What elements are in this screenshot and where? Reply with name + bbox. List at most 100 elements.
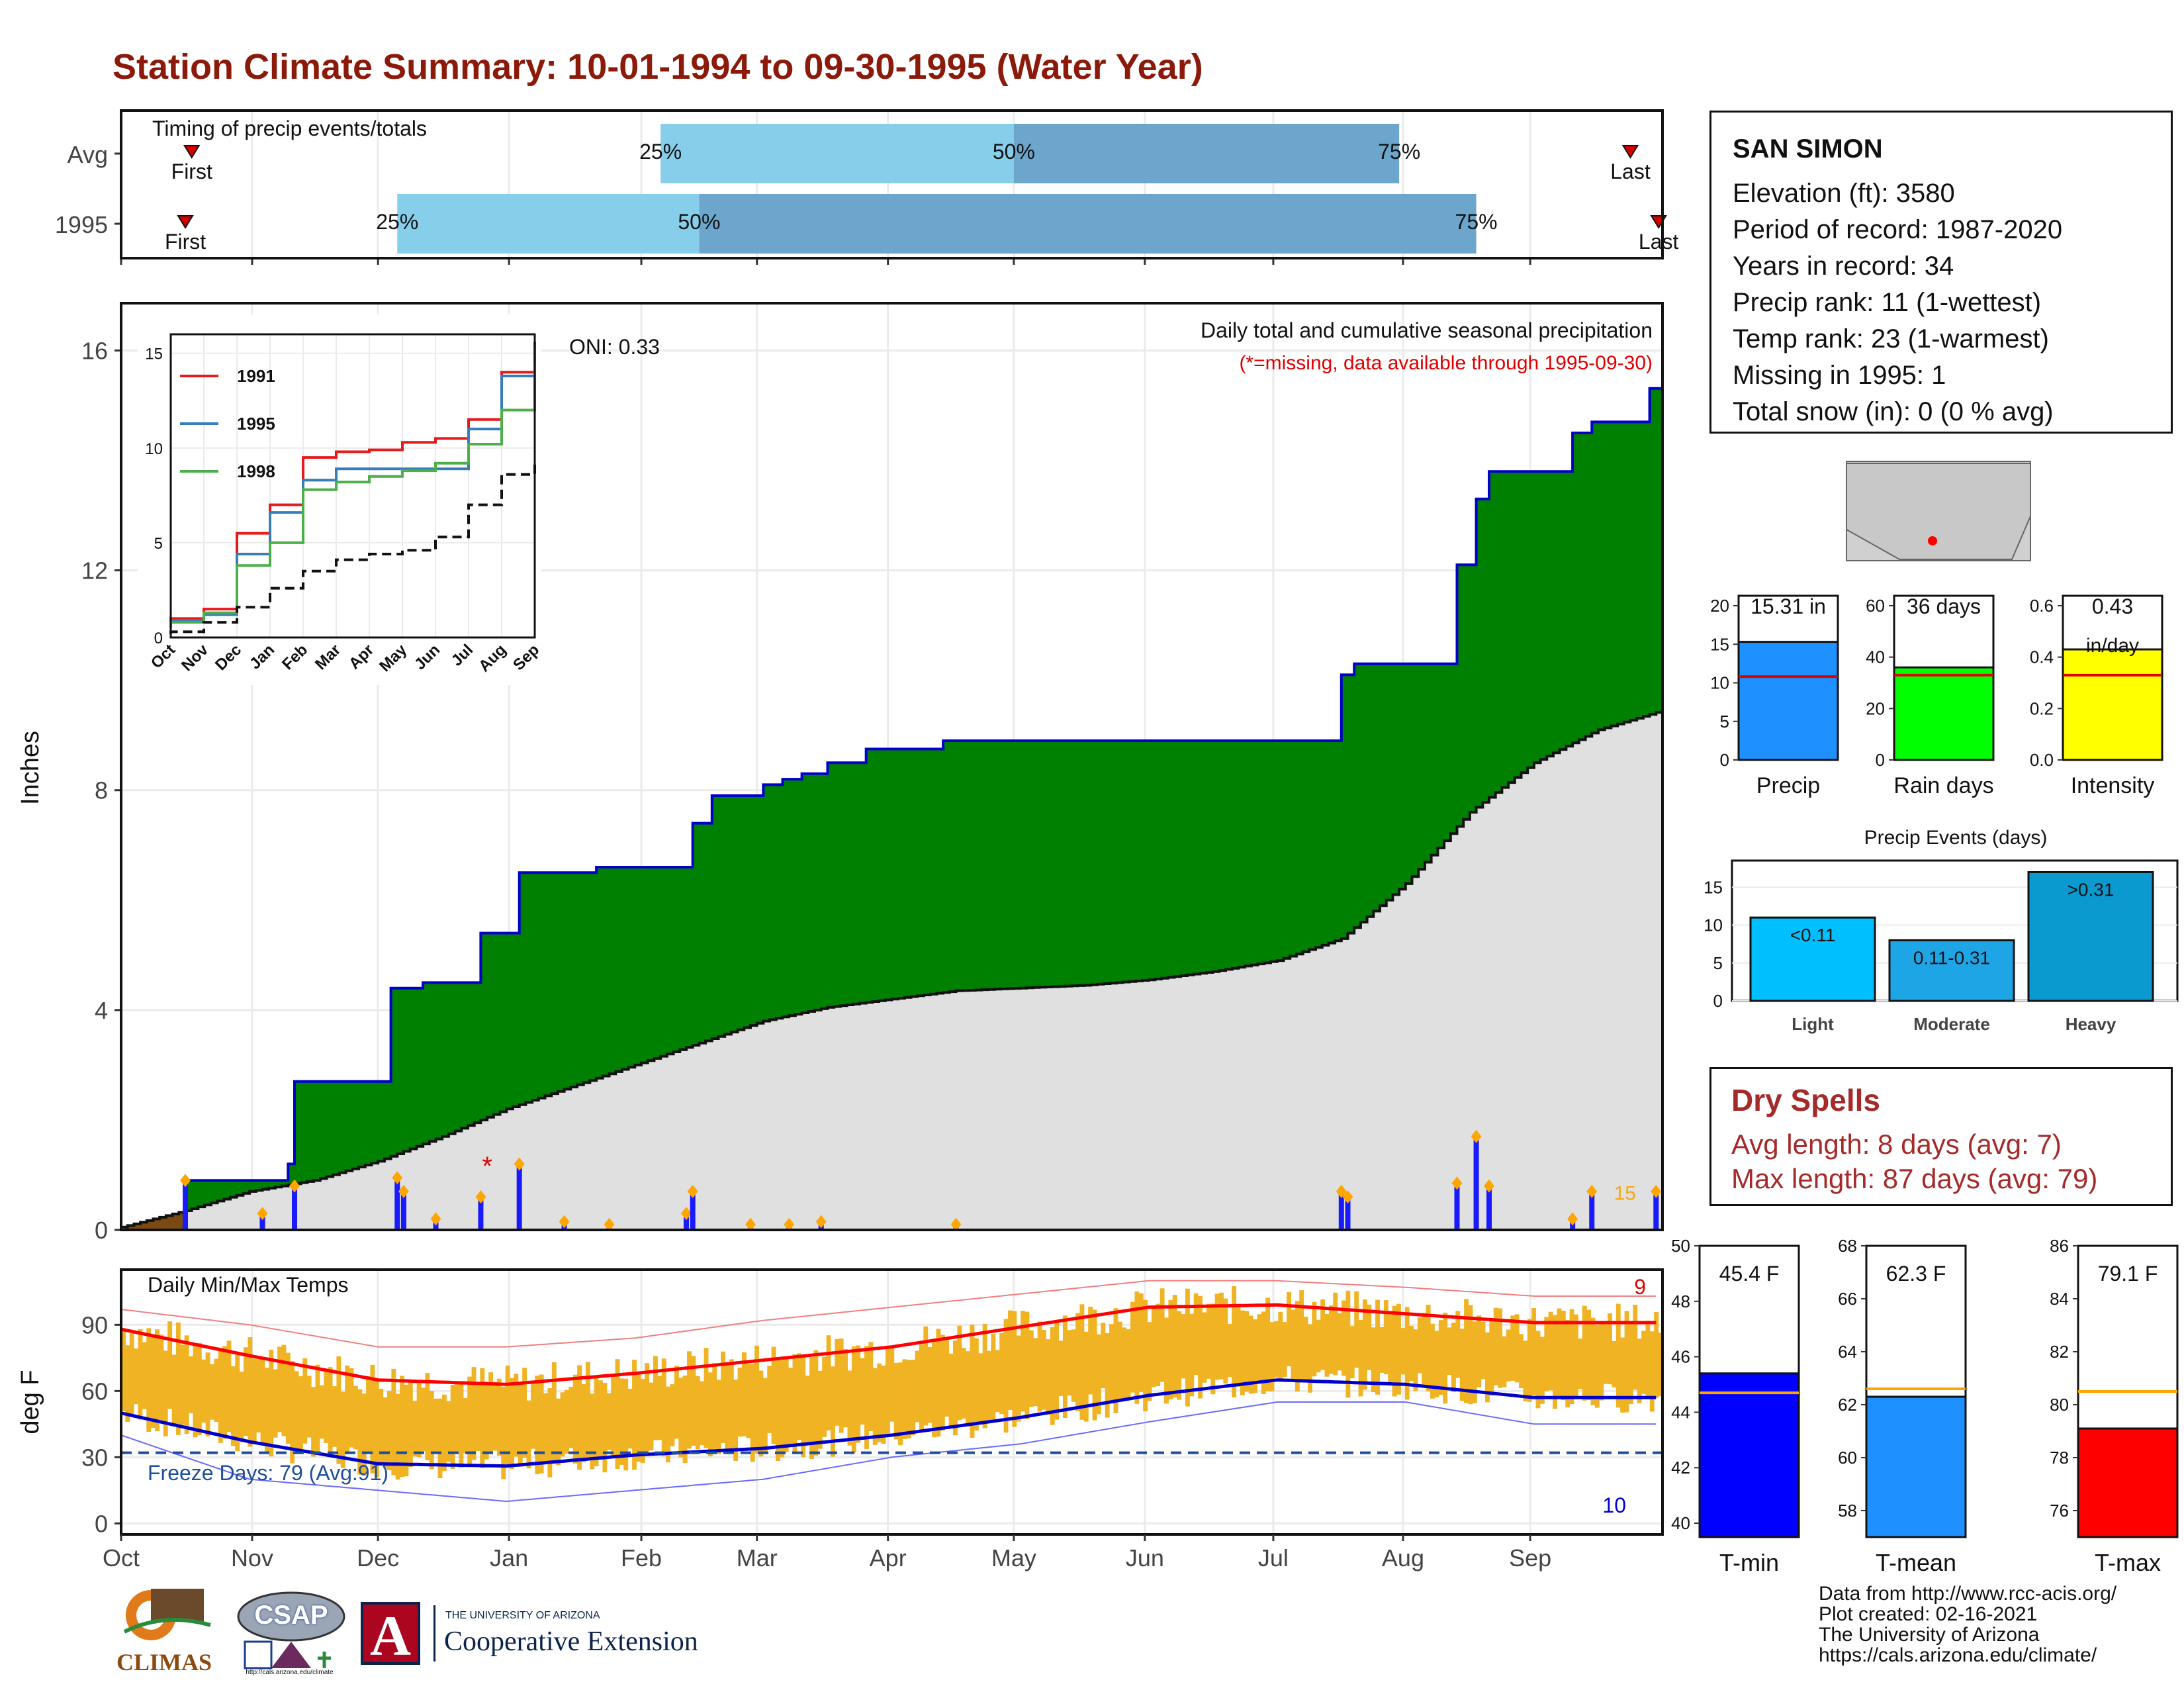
temp-daily-range-bar [1455,1311,1461,1378]
events-bar-label: <0.11 [1790,925,1836,945]
temp-daily-range-bar [134,1348,139,1405]
temp-stat-tick-label: 40 [1671,1513,1690,1533]
temp-daily-range-bar [492,1382,498,1451]
station-temp-rank: Temp rank: 23 (1-warmest) [1733,324,2049,353]
temp-stat-tick-label: 84 [2050,1289,2069,1309]
timing-first-label: First [171,160,212,183]
temp-daily-range-bar [691,1356,696,1446]
temp-daily-range-bar [1464,1299,1469,1403]
temp-daily-range-bar [1392,1305,1397,1397]
temp-daily-range-bar [822,1356,827,1437]
precip-y-tick-label: 4 [95,997,108,1024]
temp-daily-range-bar [784,1358,789,1452]
inset-y-tick-label: 15 [145,346,163,363]
temp-daily-range-bar [970,1324,975,1438]
temp-daily-range-bar [1383,1299,1388,1375]
inset-line-1998 [169,362,536,629]
precip-y-tick-label: 8 [95,777,108,804]
temp-daily-range-bar [792,1354,797,1454]
temp-daily-range-bar [475,1385,480,1452]
temp-freeze-label: Freeze Days: 79 (Avg:91) [148,1461,388,1485]
timing-p25-label: 25% [639,140,682,164]
temp-daily-range-bar [1214,1293,1220,1380]
temp-daily-range-bar [615,1359,620,1469]
temp-daily-range-bar [649,1382,654,1450]
precip-y-tick-label: 12 [81,557,108,585]
temp-record-high-count: 9 [1634,1275,1646,1299]
ua-big-text: Cooperative Extension [444,1626,698,1657]
temp-daily-range-bar [1345,1290,1351,1398]
temp-daily-range-bar [488,1372,494,1453]
temp-stat-tick-label: 46 [1671,1347,1690,1367]
precip-average-line [121,710,1664,1229]
temp-daily-range-bar [737,1368,743,1437]
temp-daily-range-bar [1105,1333,1110,1418]
temp-daily-range-bar [496,1378,502,1456]
temp-daily-range-bar [767,1366,772,1434]
temp-daily-range-bar [602,1383,608,1473]
precip-event-point [514,1157,525,1171]
temp-daily-range-bar [387,1391,392,1471]
temp-stat-tick-label: 82 [2050,1342,2069,1362]
temp-daily-range-bar [1299,1290,1304,1380]
temp-daily-range-bar [1523,1340,1528,1401]
temp-daily-range-bar [175,1322,181,1435]
temp-daily-range-bar [666,1386,671,1463]
temp-daily-range-bar [1134,1291,1140,1404]
precip-stat-bar [1893,666,1995,761]
temp-daily-range-bar [619,1378,624,1465]
temp-daily-range-bar [184,1335,189,1434]
events-bar [1888,939,2015,1002]
precip-event-point [604,1217,615,1231]
temp-daily-range-bar [1388,1313,1393,1383]
temp-daily-range-bar [1079,1304,1085,1420]
temp-daily-range-bar [932,1342,936,1438]
temp-daily-range-bar [1287,1291,1291,1366]
inset-frame [169,333,536,639]
station-precip-rank: Precip rank: 11 (1-wettest) [1733,288,2042,317]
precip-y-tick-label: 16 [81,337,108,364]
temp-daily-range-bar [936,1329,941,1437]
temp-daily-range-bar [1480,1321,1486,1380]
temp-daily-range-bar [1236,1307,1241,1387]
temp-daily-range-bar [721,1351,725,1443]
station-name: SAN SIMON [1733,134,1883,164]
temp-daily-range-bar [754,1345,760,1454]
temp-daily-range-bar [1375,1299,1380,1395]
temp-daily-range-bar [1608,1313,1612,1385]
temp-daily-range-bar [1358,1319,1363,1397]
temp-daily-range-bar [1354,1291,1359,1368]
timing-p50-label: 50% [993,140,1035,164]
month-tick-label: May [991,1544,1036,1571]
temp-daily-range-bar [522,1368,527,1458]
precip-event-point [1471,1129,1482,1143]
temp-daily-range-bar [214,1358,219,1423]
credits: Data from http://www.rcc-acis.org/ Plot … [1819,1583,2116,1665]
temp-daily-range-bar [674,1366,679,1439]
events-tick-label: 0 [1713,991,1723,1011]
precip-stat-tick-label: 15 [1710,634,1729,654]
temp-daily-range-bar [1177,1311,1182,1400]
temp-daily-range-bar [1612,1340,1617,1387]
temp-daily-range-bar [1058,1340,1064,1397]
temp-daily-range-bar [251,1358,257,1442]
timing-bar-late [1013,124,1400,183]
temp-daily-range-bar [927,1346,933,1423]
temp-daily-range-bar [1130,1301,1135,1393]
temp-daily-range-bar [860,1358,865,1425]
temp-daily-range-bar [189,1356,193,1413]
ua-small-text: THE UNIVERSITY OF ARIZONA [445,1610,600,1621]
precip-daily-bar [690,1191,696,1230]
temp-daily-range-bar [1615,1303,1621,1408]
temp-daily-range-bar [530,1383,535,1449]
precip-stat-tick-label: 0 [1720,750,1729,770]
temp-daily-range-bar [142,1342,147,1409]
temp-daily-range-bar [260,1360,265,1446]
temp-daily-range-bar [1071,1329,1076,1402]
temp-daily-range-bar [556,1398,561,1466]
temp-daily-range-bar [966,1351,971,1427]
precip-stat-value-unit: in/day [2086,635,2139,657]
events-bar-label: >0.31 [2068,879,2115,900]
precip-stat-value-label: 0.43 [2092,594,2133,618]
temp-daily-range-bar [957,1325,962,1421]
